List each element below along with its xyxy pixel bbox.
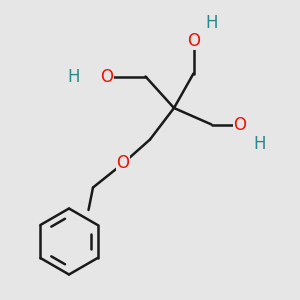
Text: H: H xyxy=(253,135,266,153)
Text: O: O xyxy=(116,154,130,172)
Text: O: O xyxy=(100,68,113,85)
Text: O: O xyxy=(187,32,200,50)
Text: O: O xyxy=(233,116,247,134)
Text: H: H xyxy=(67,68,80,85)
Text: H: H xyxy=(205,14,218,32)
